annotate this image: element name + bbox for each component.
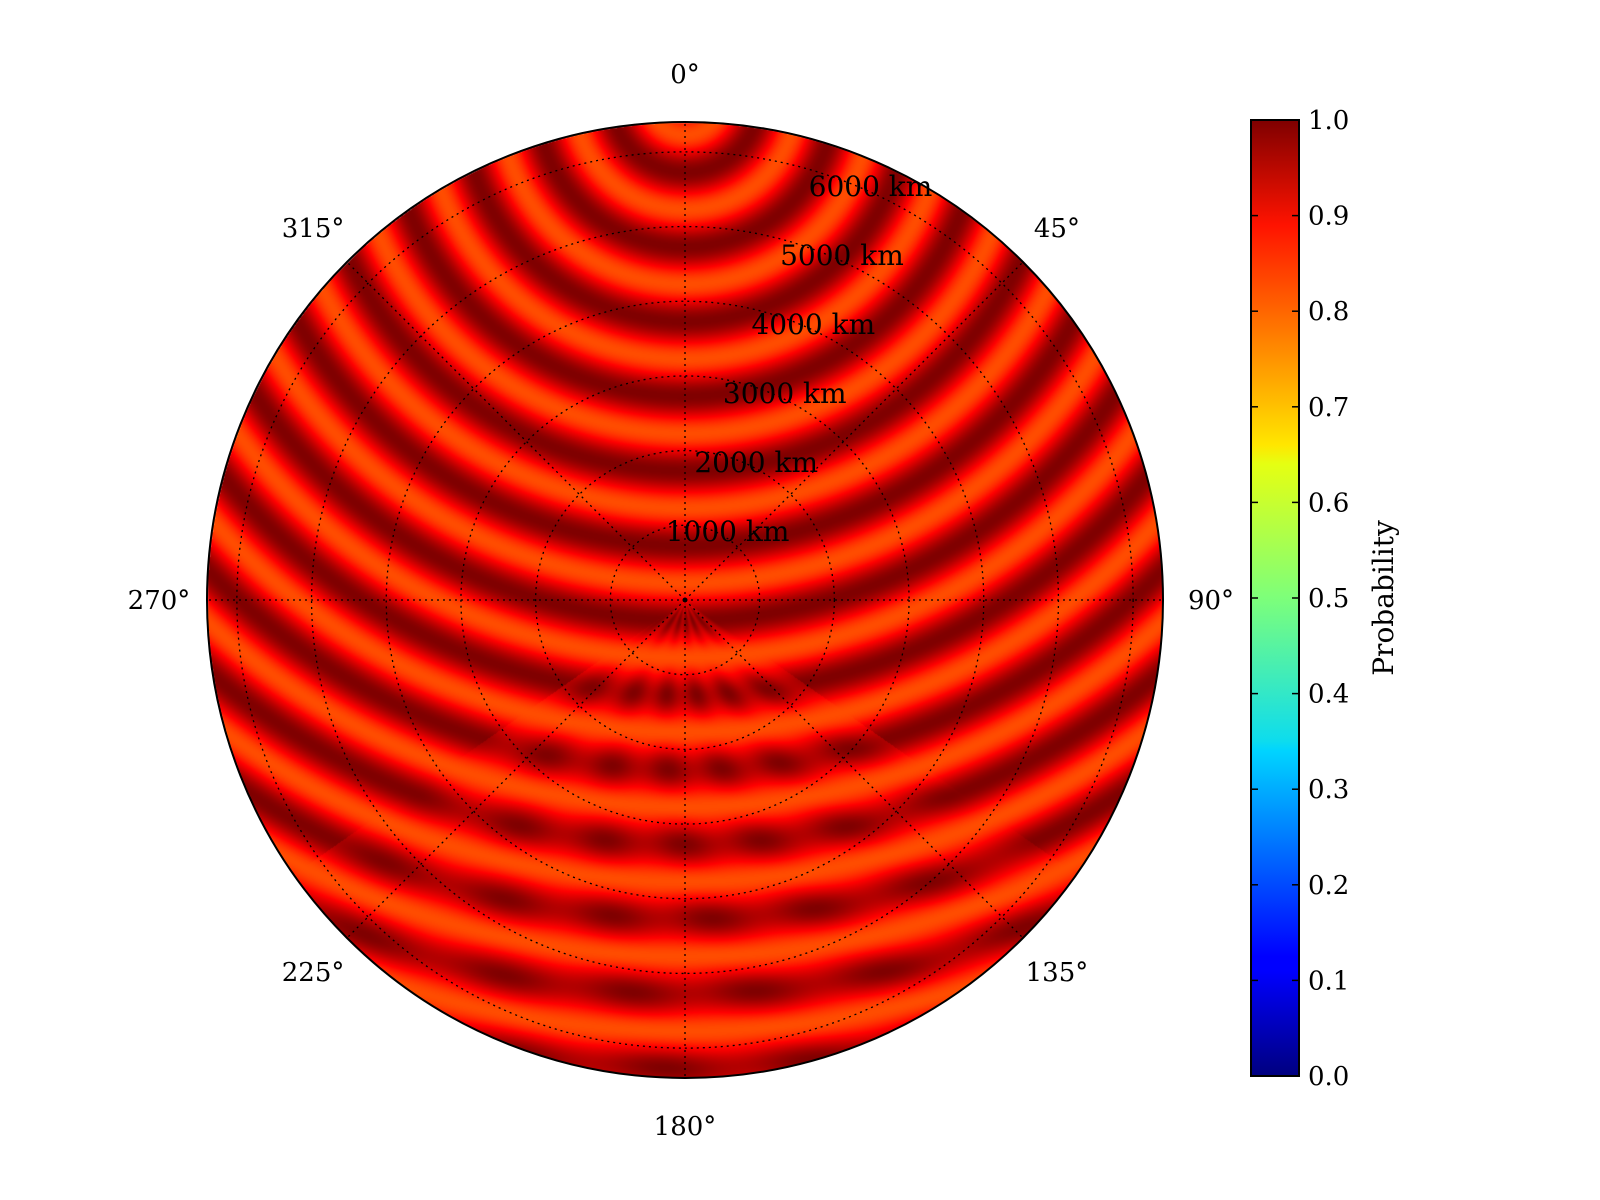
radial-grid-circle-6: [236, 151, 1134, 1049]
radial-tick-label: 2000 km: [694, 446, 818, 479]
angular-grid-line-45: [684, 261, 1024, 601]
colorbar-tick-label: 0.7: [1308, 393, 1349, 423]
colorbar-ticks: 0.0 0.1 0.2 0.3 0.4 0.5 0.6 0.7 0.8 0.9 1.0: [1251, 106, 1349, 1092]
angular-tick-label: 180°: [654, 1112, 717, 1142]
polar-plot-area: 0° 45° 90° 135° 180° 225° 270° 315° 1000 km 2000…: [128, 60, 1234, 1142]
colorbar-label: Probability: [1367, 520, 1400, 676]
colorbar-tick-label: 0.4: [1308, 680, 1349, 710]
colorbar-tick-label: 0.2: [1308, 871, 1349, 901]
angular-tick-label: 315°: [282, 214, 345, 244]
angular-tick-label: 225°: [282, 958, 345, 988]
radial-tick-label: 1000 km: [666, 515, 790, 548]
colorbar-tick-label: 0.9: [1308, 202, 1349, 232]
radial-tick-label: 3000 km: [723, 377, 847, 410]
radial-grid-circle-1: [609, 524, 761, 676]
colorbar-tick-label: 0.5: [1308, 584, 1349, 614]
angular-grid-line-135: [684, 599, 1024, 939]
radial-grid-circle-3: [460, 375, 910, 825]
colorbar-tick-label: 0.1: [1308, 966, 1349, 996]
radial-grid-circle-2: [534, 449, 836, 751]
colorbar-gradient: [1250, 119, 1300, 1077]
radial-grid-circle-4: [385, 300, 985, 900]
angular-tick-labels: 0° 45° 90° 135° 180° 225° 270° 315°: [128, 60, 1234, 1142]
colorbar-tick-label: 0.8: [1308, 297, 1349, 327]
angular-tick-label: 45°: [1034, 214, 1080, 244]
colorbar-tick-label: 0.0: [1308, 1062, 1349, 1092]
angular-tick-label: 270°: [128, 586, 191, 616]
polar-outer-border: [206, 121, 1164, 1079]
angular-grid-line-225: [346, 599, 686, 939]
radial-tick-label: 5000 km: [780, 239, 904, 272]
angular-tick-label: 135°: [1026, 958, 1089, 988]
radial-tick-labels: 1000 km 2000 km 3000 km 4000 km 5000 km 6000 …: [666, 170, 933, 548]
angular-tick-label: 90°: [1188, 586, 1234, 616]
polar-grid: [207, 122, 1163, 1078]
colorbar-tick-label: 0.6: [1308, 488, 1349, 518]
angular-tick-label: 0°: [670, 60, 700, 90]
colorbar: 0.0 0.1 0.2 0.3 0.4 0.5 0.6 0.7 0.8 0.9 1.0 Probab…: [1250, 106, 1400, 1092]
polar-center-dot: [682, 597, 688, 603]
radial-tick-label: 4000 km: [751, 308, 875, 341]
angular-grid-line-315: [346, 261, 686, 601]
radial-tick-label: 6000 km: [809, 170, 933, 203]
colorbar-tick-label: 1.0: [1308, 106, 1349, 136]
colorbar-tick-label: 0.3: [1308, 775, 1349, 805]
